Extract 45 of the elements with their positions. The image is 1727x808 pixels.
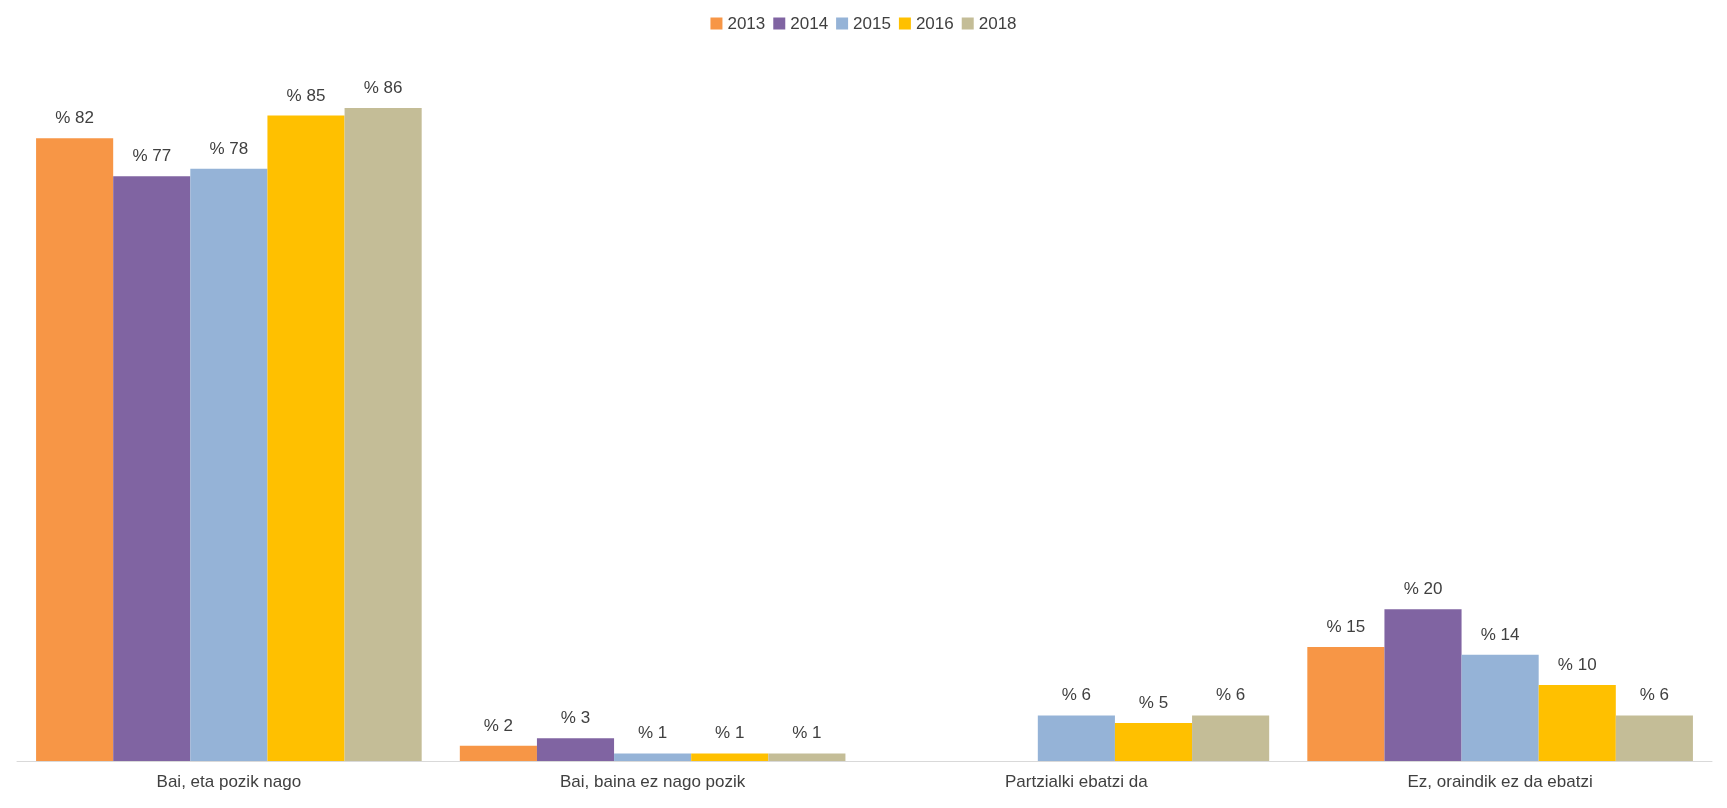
bar	[459, 745, 537, 761]
legend-label: 2018	[978, 14, 1017, 33]
bar	[691, 753, 769, 761]
bar	[267, 115, 345, 761]
x-tick-label: Bai, baina ez nago pozik	[560, 772, 746, 791]
bar	[614, 753, 692, 761]
bar	[1114, 723, 1193, 761]
x-tick-label: Bai, eta pozik nago	[156, 772, 302, 791]
legend-label: 2015	[853, 14, 891, 33]
bar	[768, 753, 846, 761]
data-label: % 85	[286, 85, 326, 105]
x-tick-label: Partzialki ebatzi da	[1005, 772, 1149, 791]
legend-label: 2016	[915, 14, 954, 33]
data-label: % 2	[483, 715, 514, 735]
data-label: % 10	[1557, 655, 1597, 675]
bar	[1538, 685, 1616, 761]
data-label: % 6	[1215, 685, 1246, 705]
data-label: % 1	[637, 723, 668, 743]
x-tick-label: Ez, oraindik ez da ebatzi	[1407, 772, 1593, 791]
bar	[1461, 654, 1539, 761]
bar	[36, 138, 114, 761]
bar	[113, 176, 191, 761]
data-label: % 3	[560, 708, 591, 728]
data-label: % 6	[1639, 685, 1670, 705]
bar	[1037, 715, 1115, 761]
data-label: % 82	[55, 108, 94, 128]
data-label: % 20	[1403, 579, 1443, 599]
bar	[1384, 609, 1462, 761]
bar	[1307, 647, 1385, 761]
legend-label: 2013	[727, 14, 766, 33]
bar	[1192, 715, 1270, 761]
data-label: % 78	[209, 138, 249, 158]
legend-label: 2014	[790, 14, 829, 33]
data-label: % 86	[363, 78, 403, 97]
data-label: % 15	[1326, 617, 1366, 637]
bar	[1615, 715, 1693, 761]
data-label: % 14	[1480, 624, 1520, 644]
data-label: % 5	[1138, 693, 1169, 713]
bar	[190, 168, 268, 761]
data-label: % 1	[715, 723, 745, 743]
data-label: % 77	[132, 146, 172, 166]
bar	[344, 108, 422, 761]
bar	[536, 738, 615, 761]
data-label: % 1	[792, 723, 822, 743]
data-label: % 6	[1061, 685, 1092, 705]
